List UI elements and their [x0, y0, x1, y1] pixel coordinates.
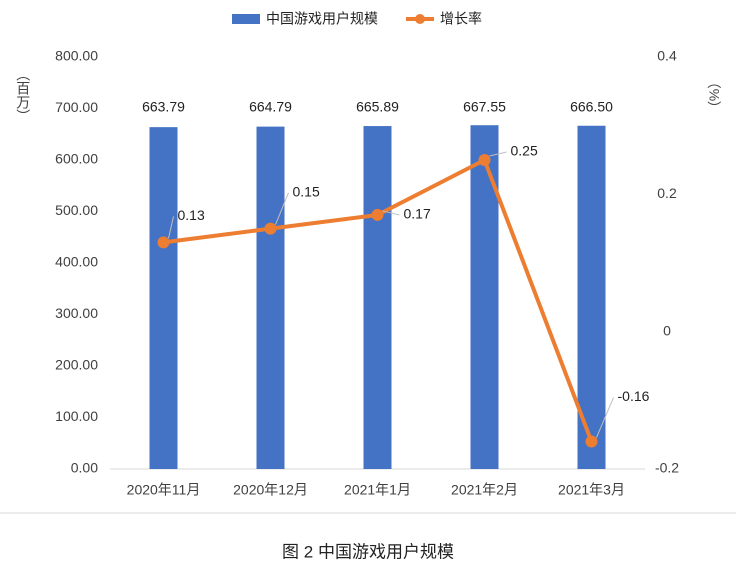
bar-value-label: 666.50 — [570, 99, 613, 115]
line-value-label: 0.13 — [178, 207, 205, 223]
x-tick-label: 2020年11月 — [127, 482, 201, 498]
y-tick-label: 800.00 — [55, 48, 98, 64]
line-value-label: 0.17 — [404, 206, 431, 222]
bar — [363, 126, 392, 469]
leader-line — [596, 397, 614, 438]
y2-tick-label: 0.4 — [657, 48, 677, 64]
legend-marker — [415, 14, 425, 24]
leader-line — [168, 216, 174, 239]
y2-tick-label: 0 — [663, 322, 671, 338]
y-tick-label: 100.00 — [55, 408, 98, 424]
y-tick-label: 500.00 — [55, 202, 98, 218]
y-tick-label: 300.00 — [55, 305, 98, 321]
y-tick-label: 400.00 — [55, 254, 98, 270]
bar — [149, 127, 178, 470]
legend-swatch — [232, 14, 260, 24]
legend-label: 增长率 — [440, 11, 482, 27]
x-tick-label: 2020年12月 — [233, 482, 308, 498]
line-point — [371, 208, 384, 221]
y-tick-label: 700.00 — [55, 99, 98, 115]
bar-value-label: 664.79 — [249, 99, 292, 115]
bar-value-label: 663.79 — [142, 99, 185, 115]
x-tick-label: 2021年2月 — [451, 482, 518, 498]
leader-line — [382, 210, 400, 216]
y-axis-label: （百万） — [15, 67, 31, 123]
leader-line — [275, 192, 289, 225]
line-value-label: -0.16 — [618, 388, 650, 404]
legend-label: 中国游戏用户规模 — [266, 11, 378, 27]
y-tick-label: 0.00 — [71, 460, 98, 476]
y2-tick-label: -0.2 — [655, 460, 679, 476]
line-point — [585, 435, 598, 448]
line-value-label: 0.25 — [511, 143, 538, 159]
x-tick-label: 2021年3月 — [558, 482, 625, 498]
bar — [256, 126, 285, 469]
leader-line — [489, 151, 507, 157]
y-tick-label: 600.00 — [55, 151, 98, 167]
bar-value-label: 667.55 — [463, 99, 506, 115]
line-point — [478, 154, 491, 166]
x-tick-label: 2021年1月 — [344, 482, 411, 498]
bar-value-label: 665.89 — [356, 99, 399, 115]
line-point — [157, 236, 170, 249]
line-value-label: 0.15 — [293, 183, 320, 199]
y-tick-label: 200.00 — [55, 357, 98, 373]
y2-tick-label: 0.2 — [657, 185, 677, 201]
y2-axis-label: （%） — [706, 75, 722, 115]
bar — [470, 125, 499, 470]
line-point — [264, 222, 277, 235]
caption: 图 2 中国游戏用户规模 — [282, 542, 454, 561]
